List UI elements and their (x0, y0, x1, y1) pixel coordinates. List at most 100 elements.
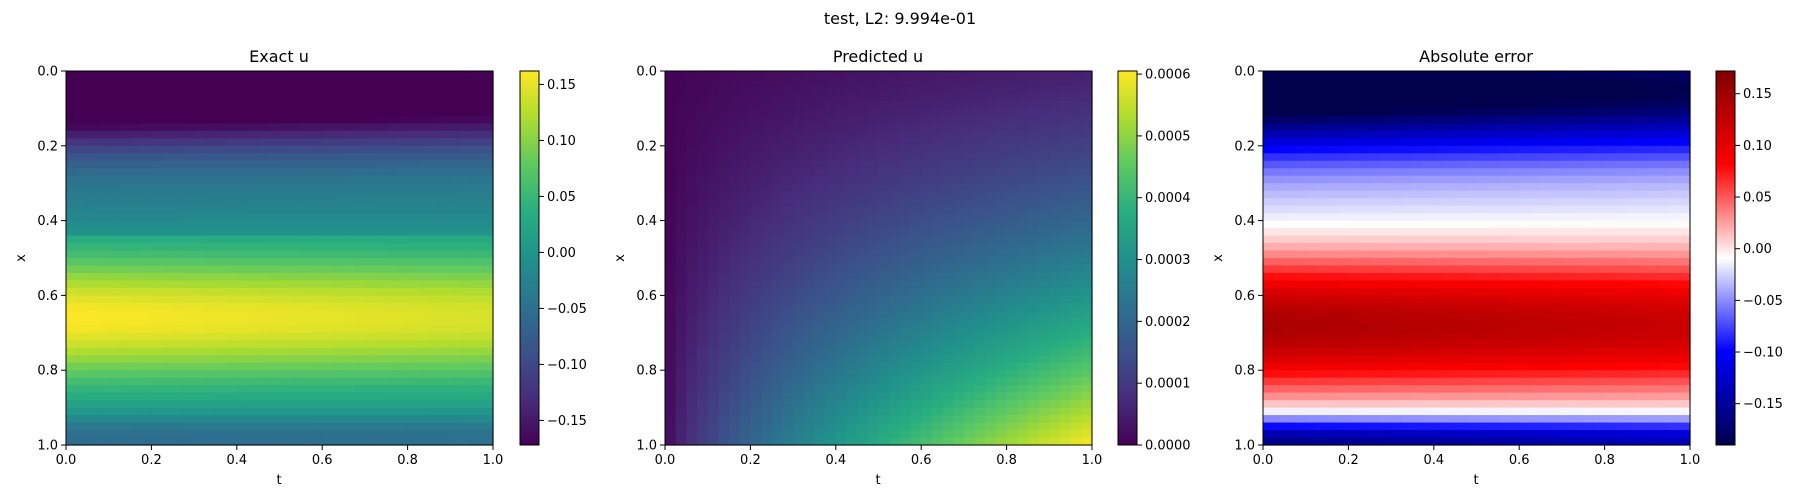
heatmap-cell (1529, 71, 1542, 80)
heatmap-cell (750, 235, 762, 244)
heatmap-cell (1423, 213, 1435, 222)
heatmap-cell (439, 85, 451, 95)
heatmap-cell (1081, 370, 1093, 379)
heatmap-cell (119, 130, 131, 139)
heatmap-cell (1423, 123, 1435, 132)
heatmap-cell (119, 295, 131, 304)
heatmap-cell (471, 243, 483, 252)
heatmap-cell (1070, 302, 1082, 311)
heatmap-cell (1038, 160, 1050, 169)
heatmap-cell (1401, 160, 1414, 169)
heatmap-cell (108, 415, 120, 424)
colorbar (1117, 70, 1138, 446)
heatmap-cell (482, 93, 494, 102)
heatmap-cell (140, 422, 153, 431)
heatmap-cell (354, 123, 366, 132)
heatmap-cell (953, 78, 965, 87)
heatmap-cell (1679, 145, 1691, 154)
heatmap-cell (1369, 78, 1382, 87)
heatmap-cell (268, 228, 281, 237)
heatmap-cell (311, 385, 323, 394)
heatmap-cell (439, 123, 451, 132)
heatmap-cell (921, 407, 933, 416)
heatmap-cell (995, 437, 1008, 446)
heatmap-cell (300, 385, 313, 394)
heatmap-cell (332, 362, 345, 371)
heatmap-cell (471, 168, 483, 177)
heatmap-cell (279, 183, 291, 192)
heatmap-cell (140, 190, 153, 199)
heatmap-cell (793, 325, 805, 334)
heatmap-cell (974, 295, 986, 304)
heatmap-cell (1423, 220, 1435, 229)
heatmap-cell (450, 198, 462, 207)
heatmap-cell (1444, 168, 1456, 177)
heatmap-cell (140, 153, 153, 162)
heatmap-cell (665, 183, 677, 192)
heatmap-cell (697, 115, 709, 124)
heatmap-cell (899, 250, 912, 259)
colorbar-ticks: 0.150.100.050.00−0.05−0.10−0.15 (539, 78, 587, 429)
heatmap-cell (846, 190, 858, 199)
heatmap-cell (1476, 220, 1488, 229)
heatmap-cell (1444, 115, 1456, 124)
heatmap-cell (857, 295, 869, 304)
heatmap-cell (1049, 400, 1061, 409)
heatmap-cell (1604, 78, 1616, 87)
heatmap-cell (1017, 85, 1029, 95)
heatmap-cell (739, 78, 752, 87)
heatmap-cell (428, 100, 441, 109)
heatmap-cell (300, 93, 313, 102)
heatmap-cell (878, 310, 890, 319)
colorbar-tick-label: −0.10 (547, 358, 587, 373)
heatmap-cell (782, 437, 794, 446)
heatmap-cell (1038, 235, 1050, 244)
heatmap-cell (215, 228, 227, 237)
heatmap-cell (846, 287, 858, 296)
heatmap-cell (1423, 235, 1435, 244)
heatmap-cell (418, 123, 430, 132)
heatmap-cell (140, 205, 153, 214)
heatmap-cell (215, 392, 227, 401)
heatmap-cell (974, 160, 986, 169)
heatmap-cell (343, 100, 355, 109)
heatmap-cell (162, 220, 174, 229)
heatmap-cell (76, 340, 88, 349)
heatmap-cell (226, 325, 238, 334)
heatmap-cell (1359, 130, 1371, 139)
heatmap-cell (686, 175, 698, 184)
heatmap-cell (268, 280, 281, 289)
heatmap-cell (782, 362, 794, 371)
heatmap-cell (761, 78, 773, 87)
heatmap-cell (665, 310, 677, 319)
heatmap-cell (450, 160, 462, 169)
heatmap-cell (311, 332, 323, 341)
heatmap-cell (1263, 183, 1275, 192)
heatmap-cell (439, 287, 451, 296)
heatmap-cell (1263, 160, 1275, 169)
heatmap-cell (375, 100, 387, 109)
heatmap-cell (761, 265, 773, 274)
heatmap-cell (482, 123, 494, 132)
heatmap-cell (857, 250, 869, 259)
heatmap-cell (1391, 138, 1403, 147)
heatmap-cell (675, 302, 687, 311)
heatmap-cell (739, 100, 752, 109)
heatmap-cell (1059, 243, 1072, 252)
heatmap-cell (450, 437, 462, 446)
heatmap-cell (1070, 183, 1082, 192)
heatmap-cell (675, 310, 687, 319)
heatmap-cell (707, 130, 719, 139)
heatmap-cell (665, 250, 677, 259)
heatmap-cell (204, 100, 217, 109)
heatmap-cell (76, 78, 88, 87)
heatmap-cell (140, 430, 153, 439)
heatmap-cell (867, 243, 880, 252)
heatmap-cell (793, 250, 805, 259)
heatmap-cell (76, 190, 88, 199)
heatmap-cell (87, 85, 99, 95)
heatmap-cell (460, 362, 473, 371)
heatmap-cell (130, 250, 142, 259)
heatmap-cell (1049, 153, 1061, 162)
heatmap-cell (98, 123, 110, 132)
